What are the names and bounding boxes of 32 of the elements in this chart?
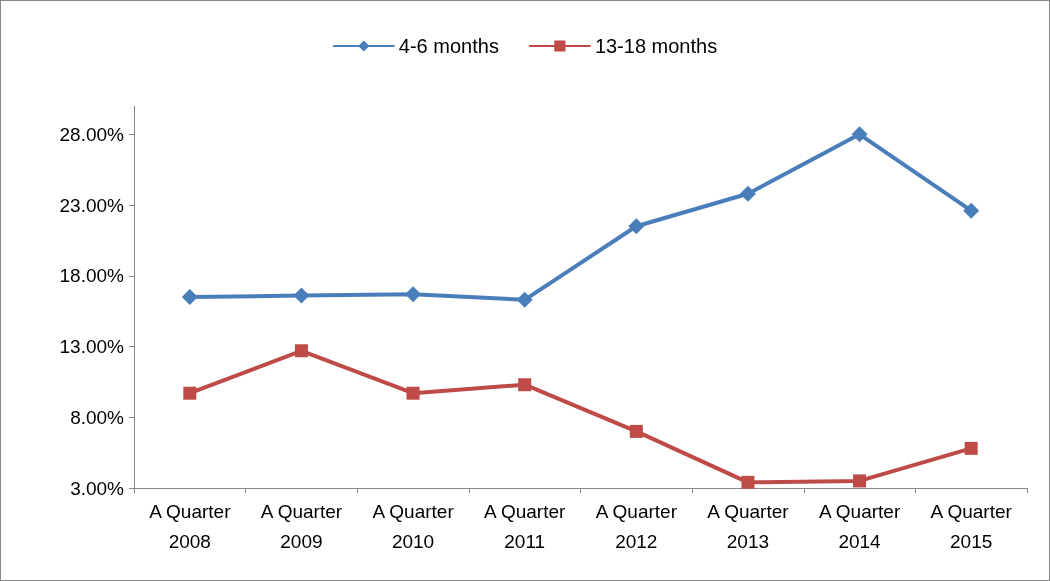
y-tick-label: 18.00%	[59, 265, 125, 287]
point	[518, 378, 532, 392]
y-tick-label: 3.00%	[70, 477, 125, 499]
point	[739, 185, 756, 202]
point	[628, 218, 645, 235]
point	[964, 441, 978, 455]
x-tick-label: A Quarter 2011	[484, 500, 567, 552]
y-tick-label: 23.00%	[59, 194, 125, 216]
point	[741, 475, 755, 489]
legend-label: 13-18 months	[594, 35, 718, 57]
point	[516, 291, 533, 308]
point	[629, 424, 643, 438]
y-tick-label: 13.00%	[59, 336, 125, 358]
x-tick-label: A Quarter 2009	[260, 500, 343, 552]
x-tick-label: A Quarter 2013	[707, 500, 790, 552]
point	[181, 289, 198, 305]
point	[294, 344, 308, 358]
x-tick-label: A Quarter 2008	[149, 500, 232, 552]
x-tick-label: A Quarter 2010	[372, 500, 455, 552]
y-tick-label: 8.00%	[70, 406, 125, 428]
point	[183, 386, 197, 400]
x-tick-label: A Quarter 2014	[818, 500, 901, 552]
point	[293, 287, 310, 304]
point	[853, 474, 867, 488]
point	[405, 286, 422, 303]
point	[963, 202, 980, 219]
legend-label: 4-6 months	[398, 35, 499, 57]
point	[406, 386, 420, 400]
point	[851, 126, 868, 143]
y-tick-label: 28.00%	[59, 123, 125, 145]
x-tick-label: A Quarter 2012	[595, 500, 678, 552]
x-tick-label: A Quarter 2015	[930, 500, 1013, 552]
